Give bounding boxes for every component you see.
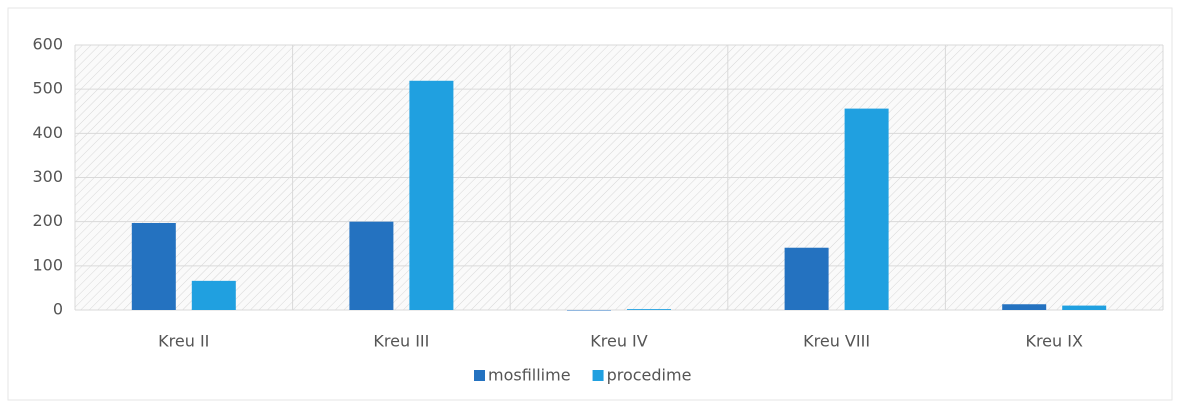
bar — [844, 108, 889, 310]
y-tick-label: 200 — [32, 211, 63, 230]
bar — [191, 280, 236, 310]
chart-border — [7, 7, 1173, 401]
y-tick-label: 600 — [32, 35, 63, 54]
y-tick-label: 400 — [32, 123, 63, 142]
x-tick-label: Kreu III — [373, 332, 429, 351]
bar — [131, 222, 176, 310]
bar — [784, 247, 829, 310]
bar — [567, 310, 611, 311]
y-tick-label: 100 — [32, 255, 63, 274]
bar — [627, 309, 671, 310]
x-tick-label: Kreu IV — [590, 332, 648, 351]
x-tick-label: Kreu VIII — [803, 332, 870, 351]
bar — [1062, 305, 1107, 310]
x-tick-label: Kreu II — [158, 332, 209, 351]
bar — [349, 221, 394, 310]
legend-swatch — [592, 370, 604, 381]
bar — [409, 80, 454, 311]
legend-label: procedime — [607, 366, 692, 385]
y-tick-label: 300 — [32, 167, 63, 186]
y-tick-label: 0 — [53, 300, 63, 319]
y-tick-label: 500 — [32, 79, 63, 98]
x-tick-label: Kreu IX — [1025, 332, 1083, 351]
legend-swatch — [474, 370, 485, 381]
legend-label: mosfillime — [488, 366, 571, 385]
bar — [1002, 304, 1047, 310]
